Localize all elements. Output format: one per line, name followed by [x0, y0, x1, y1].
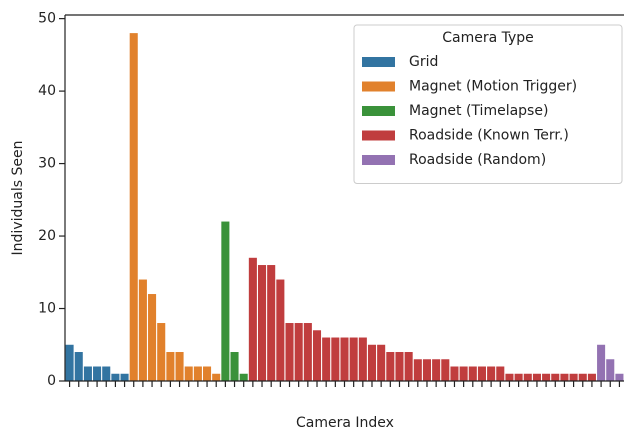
bar [367, 344, 377, 381]
y-tick-label: 10 [38, 301, 56, 317]
bar [597, 344, 606, 381]
bar [102, 366, 111, 381]
y-tick-label: 20 [38, 228, 56, 244]
bar [93, 366, 102, 381]
bar [615, 373, 624, 381]
bar [267, 265, 276, 381]
bar [542, 373, 551, 381]
bar [276, 279, 285, 381]
bar [514, 373, 523, 381]
y-tick-label: 30 [38, 156, 56, 172]
y-axis-label: Individuals Seen [10, 141, 26, 256]
legend-swatch [362, 106, 395, 116]
bar [468, 366, 477, 381]
y-tick-label: 50 [38, 11, 56, 27]
bar [184, 366, 193, 381]
legend-title: Camera Type [442, 30, 534, 46]
legend-swatch [362, 57, 395, 67]
bar [560, 373, 569, 381]
bar [203, 366, 212, 381]
legend-label: Magnet (Motion Trigger) [409, 79, 577, 95]
legend-label: Grid [409, 54, 438, 70]
bar [413, 359, 422, 381]
bar [532, 373, 541, 381]
bar [477, 366, 486, 381]
bar [377, 344, 386, 381]
y-tick-label: 40 [38, 83, 56, 99]
legend-label: Roadside (Known Terr.) [409, 128, 569, 144]
bar [404, 352, 413, 381]
bar [587, 373, 596, 381]
bar [303, 323, 312, 381]
legend-label: Magnet (Timelapse) [409, 103, 548, 119]
bar [65, 344, 74, 381]
legend-swatch [362, 81, 395, 92]
bar [120, 373, 129, 381]
y-tick-label: 0 [47, 373, 56, 389]
bar [340, 337, 349, 381]
bar [257, 265, 267, 381]
legend-label: Roadside (Random) [409, 152, 546, 168]
bar [386, 352, 395, 381]
bar [358, 337, 367, 381]
bar [331, 337, 340, 381]
bar [459, 366, 468, 381]
bar [221, 221, 230, 381]
bar [422, 359, 432, 381]
bar [569, 373, 578, 381]
bar [312, 330, 322, 381]
bar [111, 373, 120, 381]
bar [138, 279, 147, 381]
bar [487, 366, 496, 381]
bar [294, 323, 303, 381]
bar [239, 373, 248, 381]
bar [432, 359, 441, 381]
legend-swatch [362, 130, 395, 141]
bar [157, 323, 166, 381]
bar [175, 352, 184, 381]
bar [441, 359, 450, 381]
bar [606, 359, 615, 381]
legend-swatch [362, 155, 395, 165]
x-axis-label: Camera Index [296, 415, 394, 431]
bar [248, 257, 257, 381]
bar [395, 352, 404, 381]
bar [212, 373, 221, 381]
bar [322, 337, 331, 381]
bar [129, 33, 138, 382]
bar [349, 337, 358, 381]
bar [578, 373, 587, 381]
bar [74, 352, 83, 381]
bar [166, 352, 175, 381]
bar [285, 323, 294, 381]
bar [505, 373, 514, 381]
bar [496, 366, 505, 381]
bar [230, 352, 239, 381]
legend-box [353, 24, 623, 184]
bar [450, 366, 459, 381]
bar [523, 373, 532, 381]
bar [551, 373, 560, 381]
bar [148, 294, 157, 381]
bar [83, 366, 92, 381]
bar [193, 366, 202, 381]
